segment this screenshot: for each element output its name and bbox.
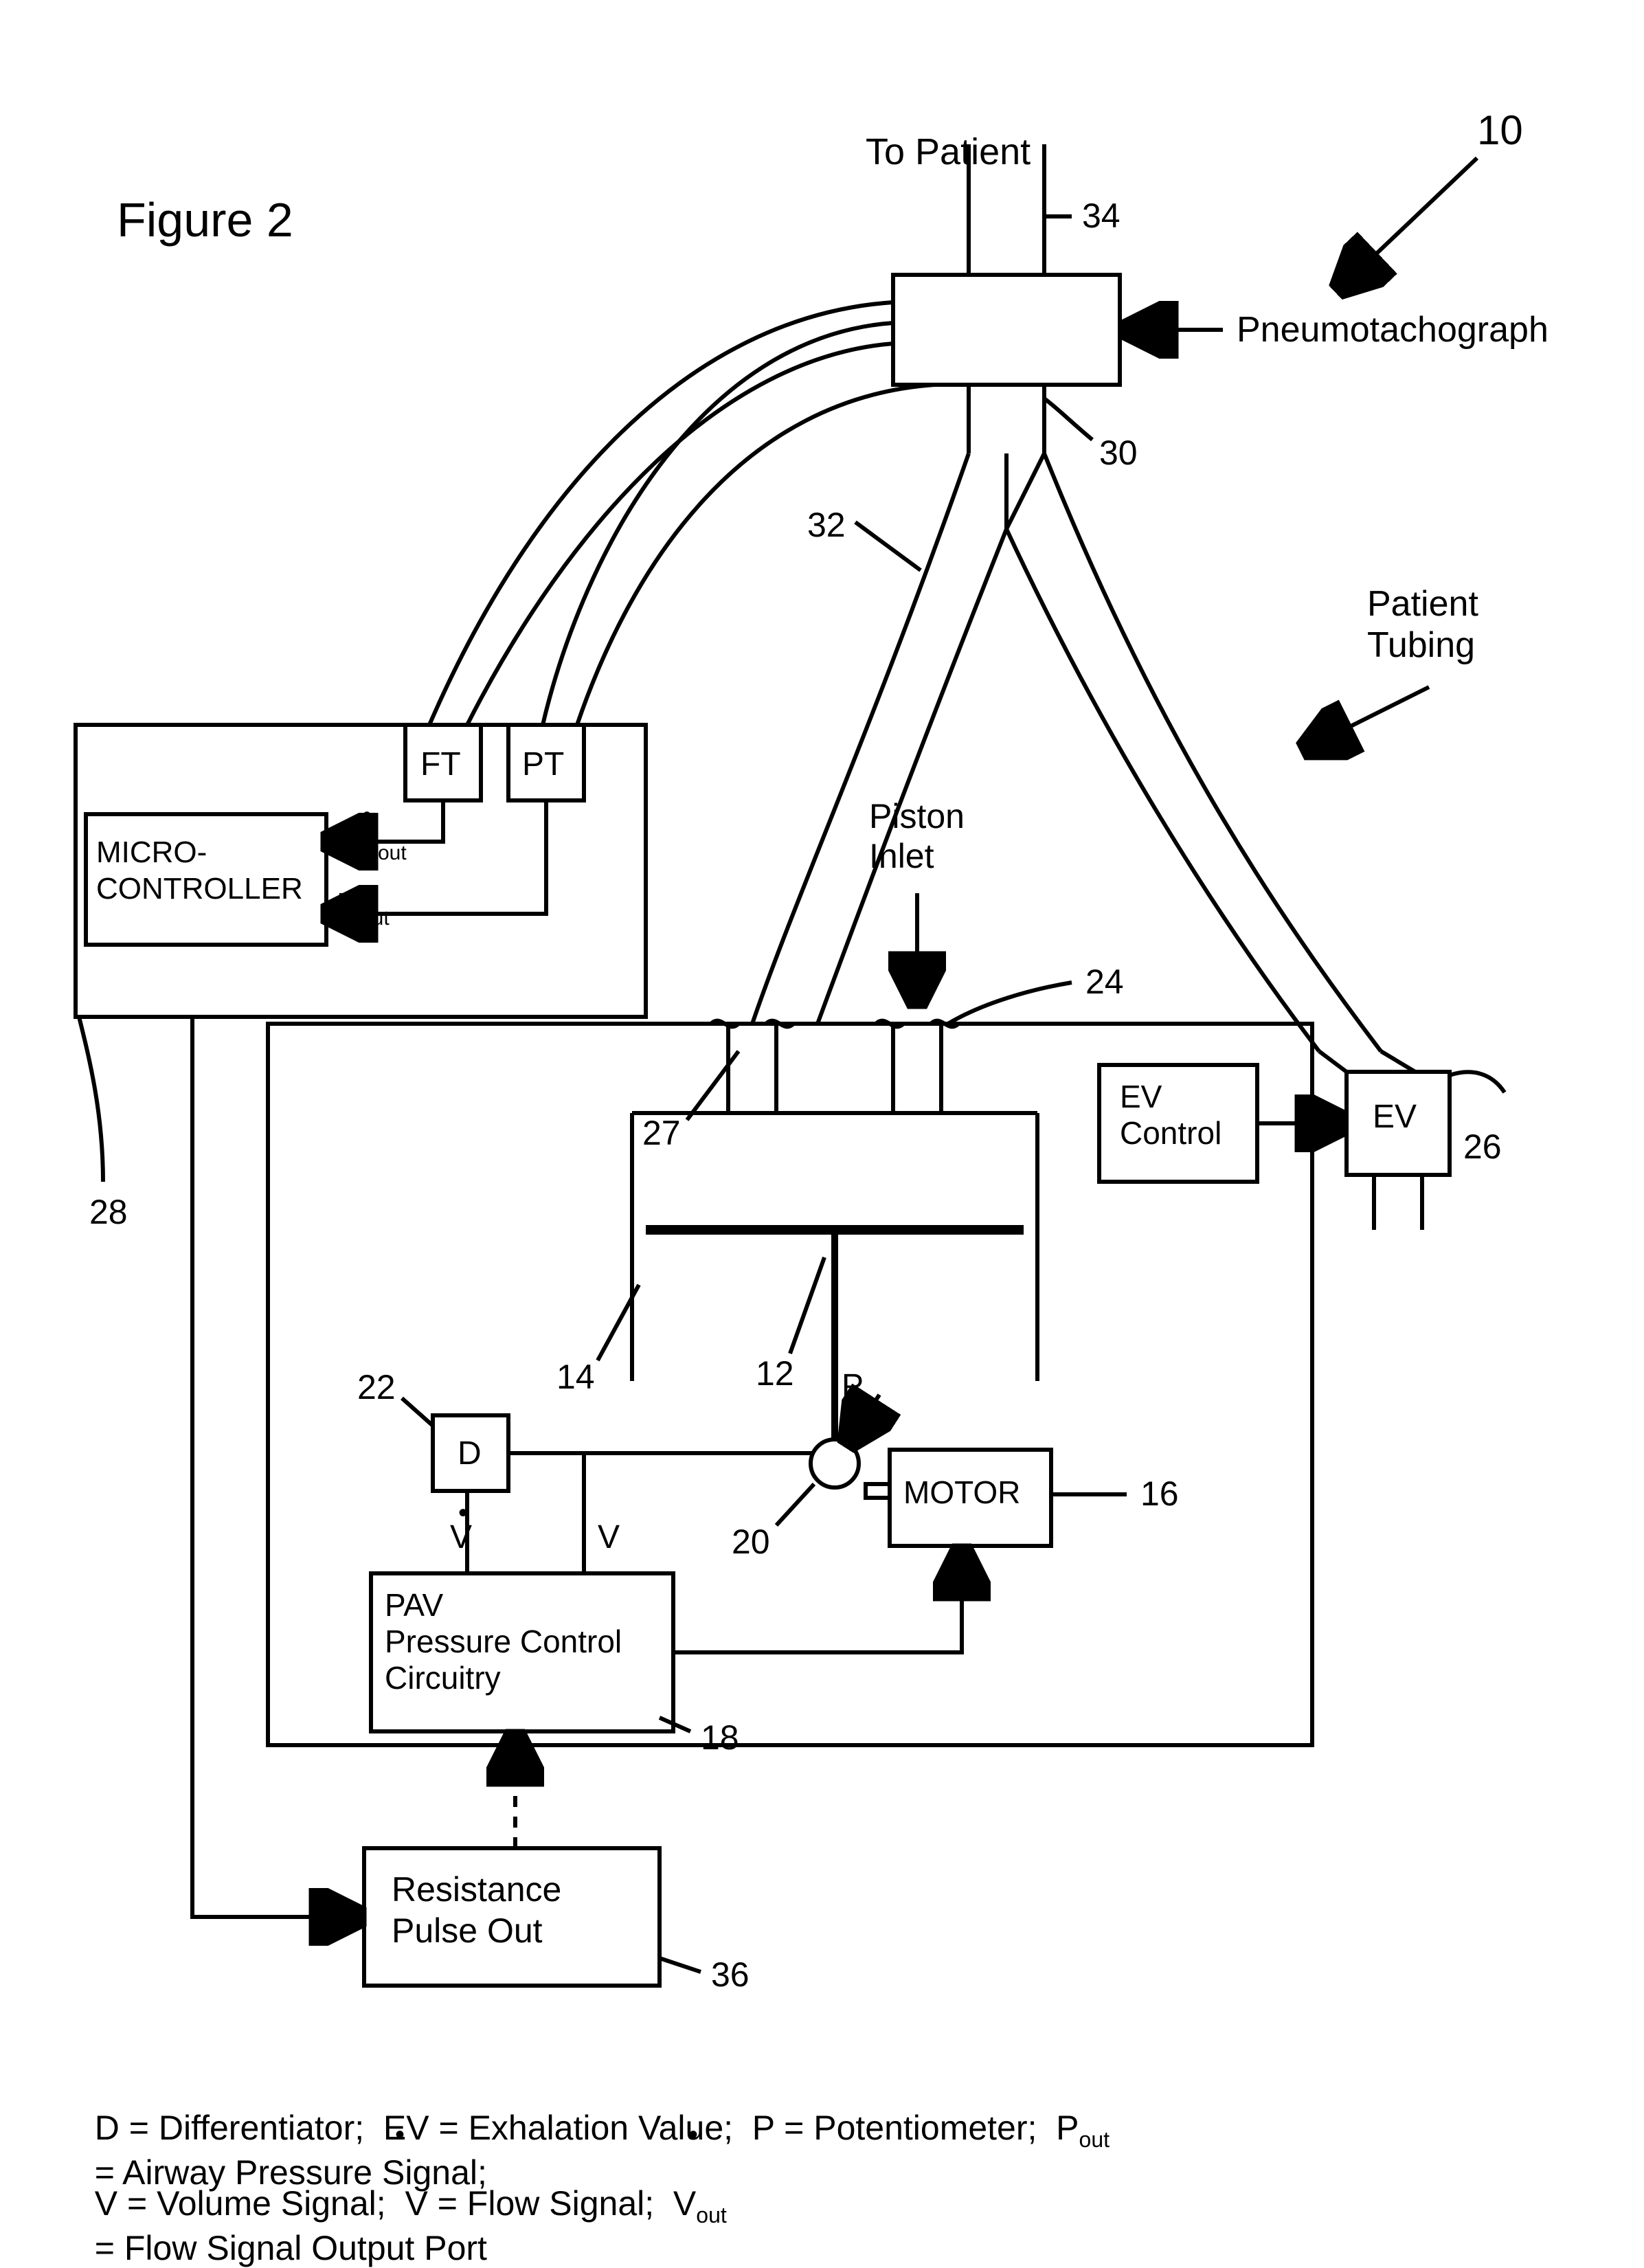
legend-dot2: • — [688, 2120, 698, 2151]
legend-2b: = Flow Signal Output Port — [95, 2229, 487, 2267]
ref-32: 32 — [807, 505, 846, 545]
ref-34: 34 — [1082, 196, 1121, 236]
figure-title: Figure 2 — [117, 192, 293, 247]
ref-10: 10 — [1477, 106, 1523, 154]
v-label: V — [598, 1518, 620, 1556]
legend-out2: out — [696, 2203, 726, 2227]
d-label: D — [458, 1435, 482, 1472]
micro-controller-label: MICRO- CONTROLLER — [96, 835, 303, 908]
piston-inlet-label: Piston Inlet — [869, 797, 965, 876]
legend-line2: V = Volume Signal; V = Flow Signal; Vout… — [76, 2144, 727, 2268]
legend-out1: out — [1079, 2127, 1110, 2152]
pout-label: P — [337, 886, 359, 924]
ref-30: 30 — [1099, 433, 1138, 473]
legend-1a: D = Differentiator; EV = Exhalation Valu… — [95, 2109, 1079, 2147]
ref-16: 16 — [1140, 1474, 1179, 1514]
pout-sub: out — [361, 907, 390, 930]
ref-24: 24 — [1085, 962, 1124, 1002]
to-patient-label: To Patient — [866, 131, 1031, 173]
ev-control-label: EV Control — [1120, 1079, 1221, 1152]
ref-12: 12 — [756, 1354, 794, 1393]
legend-2a: V = Volume Signal; V = Flow Signal; V — [95, 2184, 696, 2223]
ref-20: 20 — [732, 1522, 770, 1562]
vdot-label: V — [450, 1518, 472, 1556]
ref-22: 22 — [357, 1367, 396, 1407]
pt-label: PT — [522, 745, 564, 783]
pav-label: PAV Pressure Control Circuitry — [385, 1587, 622, 1696]
patient-tubing-label: Patient Tubing — [1367, 584, 1478, 666]
pneumotachograph-label: Pneumotachograph — [1237, 309, 1549, 350]
resistance-label: Resistance Pulse Out — [392, 1869, 561, 1951]
ft-label: FT — [420, 745, 461, 783]
ref-26: 26 — [1463, 1127, 1502, 1167]
ref-14: 14 — [556, 1357, 595, 1397]
motor-label: MOTOR — [903, 1474, 1020, 1511]
legend-dot1: • — [395, 2120, 405, 2151]
ref-18: 18 — [701, 1718, 739, 1758]
p-label: P — [842, 1367, 864, 1405]
ref-36: 36 — [711, 1955, 750, 1995]
ref-28: 28 — [89, 1192, 128, 1232]
vout-label: V — [354, 821, 376, 859]
ref-27: 27 — [642, 1113, 681, 1153]
ev-label: EV — [1373, 1098, 1417, 1136]
vout-sub: out — [378, 842, 407, 865]
